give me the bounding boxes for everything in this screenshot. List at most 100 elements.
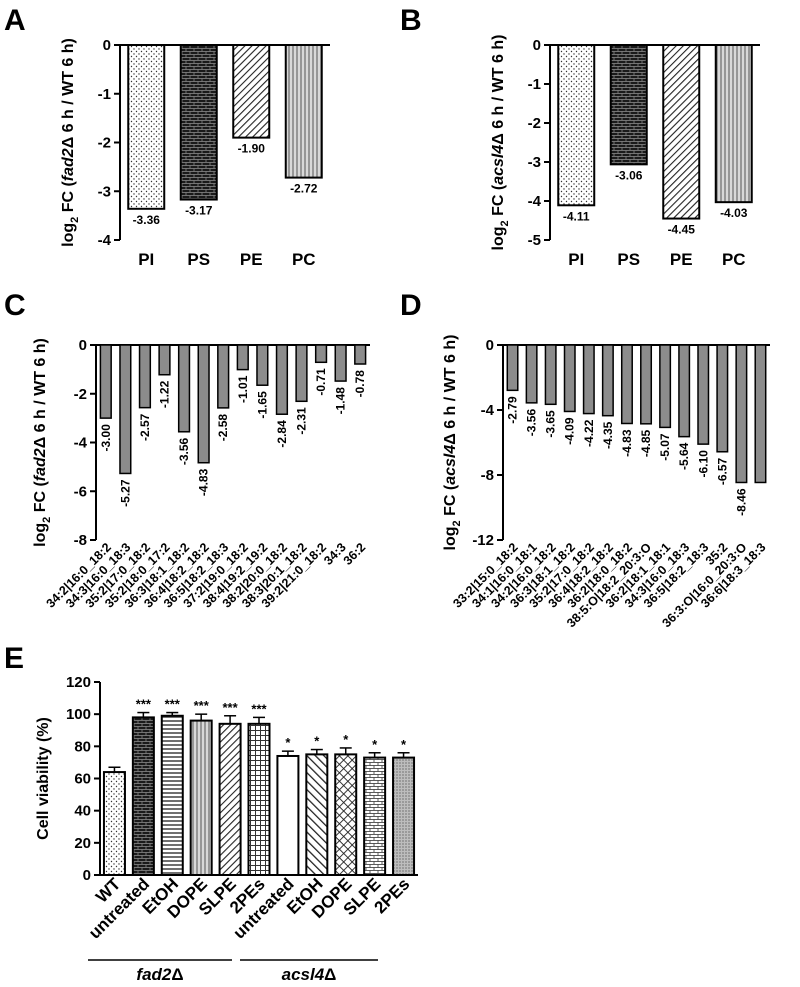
- bar-D-13[interactable]: [754, 344, 767, 484]
- bar-D-3[interactable]: [563, 344, 576, 413]
- bar-D-7[interactable]: [640, 344, 653, 425]
- bar-C-6[interactable]: [217, 344, 230, 409]
- bar-C-9[interactable]: [275, 344, 289, 415]
- significance-E-2: ***: [165, 697, 181, 712]
- y-tick-label-C-1: -2: [74, 386, 87, 403]
- value-label-A-2: -1.90: [238, 142, 266, 156]
- y-axis-label-C: log2 FC (fad2Δ 6 h / WT 6 h): [32, 338, 53, 547]
- x-tick-label-A-3: PC: [292, 250, 316, 269]
- value-label-D-3: -4.09: [563, 417, 577, 445]
- bar-E-7[interactable]: [305, 753, 329, 876]
- bar-D-6[interactable]: [620, 344, 633, 425]
- bar-E-10[interactable]: [392, 756, 416, 877]
- bar-C-4[interactable]: [177, 344, 191, 433]
- y-axis-label-A: log2 FC (fad2Δ 6 h / WT 6 h): [60, 38, 81, 247]
- x-tick-label-C-13: 36:2: [341, 540, 369, 568]
- significance-E-10: *: [401, 737, 407, 752]
- bar-E-9[interactable]: [363, 756, 387, 877]
- significance-E-4: ***: [222, 700, 238, 715]
- value-label-C-8: -1.65: [255, 391, 269, 419]
- y-tick-label-E-6: 120: [66, 674, 91, 691]
- bar-C-8[interactable]: [256, 344, 269, 386]
- value-label-A-0: -3.36: [133, 213, 161, 227]
- value-label-D-0: -2.79: [506, 396, 520, 424]
- y-axis-label-D: log2 FC (acsl4Δ 6 h / WT 6 h): [442, 335, 463, 551]
- value-label-C-7: -1.01: [236, 375, 250, 403]
- y-tick-label-D-1: -4: [481, 402, 495, 419]
- x-tick-label-B-3: PC: [722, 250, 746, 269]
- group-label-1: acsl4Δ: [282, 965, 337, 984]
- bar-E-8[interactable]: [334, 753, 358, 876]
- significance-E-8: *: [343, 732, 349, 747]
- bar-A-1[interactable]: [179, 44, 218, 201]
- y-tick-label-C-4: -8: [74, 532, 87, 549]
- value-label-C-2: -2.57: [138, 413, 152, 441]
- y-tick-label-E-2: 40: [74, 803, 91, 820]
- bar-B-1[interactable]: [609, 44, 648, 166]
- bar-A-2[interactable]: [232, 44, 271, 139]
- y-tick-label-B-2: -2: [528, 115, 541, 132]
- x-tick-label-A-0: PI: [138, 250, 154, 269]
- y-tick-label-B-4: -4: [528, 193, 542, 210]
- y-tick-label-E-3: 60: [74, 771, 91, 788]
- value-label-B-1: -3.06: [615, 168, 643, 182]
- bar-C-13[interactable]: [354, 344, 367, 365]
- bar-C-0[interactable]: [99, 344, 112, 419]
- chart-d: 0-4-8-12-2.7933:2|15:0_18:2-3.5634:1|16:…: [442, 335, 770, 630]
- value-label-C-0: -3.00: [99, 424, 113, 452]
- significance-E-3: ***: [194, 698, 210, 713]
- value-label-D-6: -4.83: [620, 429, 634, 457]
- value-label-D-12: -8.46: [734, 488, 748, 516]
- bar-D-2[interactable]: [544, 344, 557, 406]
- bar-D-1[interactable]: [525, 344, 538, 404]
- y-tick-label-D-2: -8: [481, 467, 494, 484]
- bar-C-12[interactable]: [334, 344, 347, 382]
- bar-E-5[interactable]: [247, 722, 271, 876]
- value-label-D-10: -6.10: [696, 450, 710, 478]
- bar-C-7[interactable]: [236, 344, 249, 371]
- significance-E-5: ***: [251, 701, 267, 716]
- bar-C-3[interactable]: [158, 344, 171, 376]
- bar-D-9[interactable]: [678, 344, 691, 438]
- value-label-C-1: -5.27: [118, 479, 132, 507]
- bar-D-5[interactable]: [601, 344, 614, 417]
- bar-D-4[interactable]: [582, 344, 595, 415]
- bar-E-4[interactable]: [218, 722, 242, 876]
- y-tick-label-A-4: -4: [98, 232, 112, 249]
- value-label-D-11: -6.57: [715, 457, 729, 485]
- bar-D-12[interactable]: [735, 344, 748, 484]
- bar-D-10[interactable]: [697, 344, 710, 445]
- bar-B-0[interactable]: [557, 44, 596, 207]
- bar-C-11[interactable]: [314, 344, 328, 364]
- x-tick-label-B-0: PI: [568, 250, 584, 269]
- bar-C-2[interactable]: [138, 344, 152, 409]
- bar-A-3[interactable]: [284, 44, 323, 179]
- bar-D-8[interactable]: [659, 344, 672, 429]
- value-label-B-3: -4.03: [720, 206, 748, 220]
- y-tick-label-A-0: 0: [103, 37, 111, 54]
- y-tick-label-E-1: 20: [74, 835, 91, 852]
- y-tick-label-E-0: 0: [83, 867, 91, 884]
- y-tick-label-E-5: 100: [66, 706, 91, 723]
- y-axis-label-B: log2 FC (acsl4Δ 6 h / WT 6 h): [490, 35, 511, 251]
- bar-B-3[interactable]: [714, 44, 753, 204]
- bar-C-5[interactable]: [197, 344, 210, 464]
- bar-E-1[interactable]: [131, 716, 155, 877]
- value-label-D-7: -4.85: [639, 429, 653, 457]
- bar-E-0[interactable]: [102, 771, 126, 876]
- bar-B-2[interactable]: [662, 44, 701, 220]
- bar-D-11[interactable]: [716, 344, 729, 453]
- bar-E-2[interactable]: [160, 714, 184, 877]
- bar-A-0[interactable]: [127, 44, 166, 210]
- y-tick-label-B-0: 0: [533, 37, 541, 54]
- panel-label-C: C: [4, 289, 26, 322]
- bar-E-3[interactable]: [189, 719, 213, 876]
- chart-c: 0-2-4-6-8-3.0034:2|16:0_18:2-5.2734:3|16…: [32, 337, 370, 611]
- bar-E-6[interactable]: [276, 754, 300, 877]
- value-label-D-1: -3.56: [525, 409, 539, 437]
- panel-label-E: E: [4, 642, 24, 675]
- bar-C-1[interactable]: [119, 344, 132, 475]
- bar-C-10[interactable]: [295, 344, 308, 403]
- bar-D-0[interactable]: [506, 344, 519, 392]
- y-tick-label-A-2: -2: [98, 135, 111, 152]
